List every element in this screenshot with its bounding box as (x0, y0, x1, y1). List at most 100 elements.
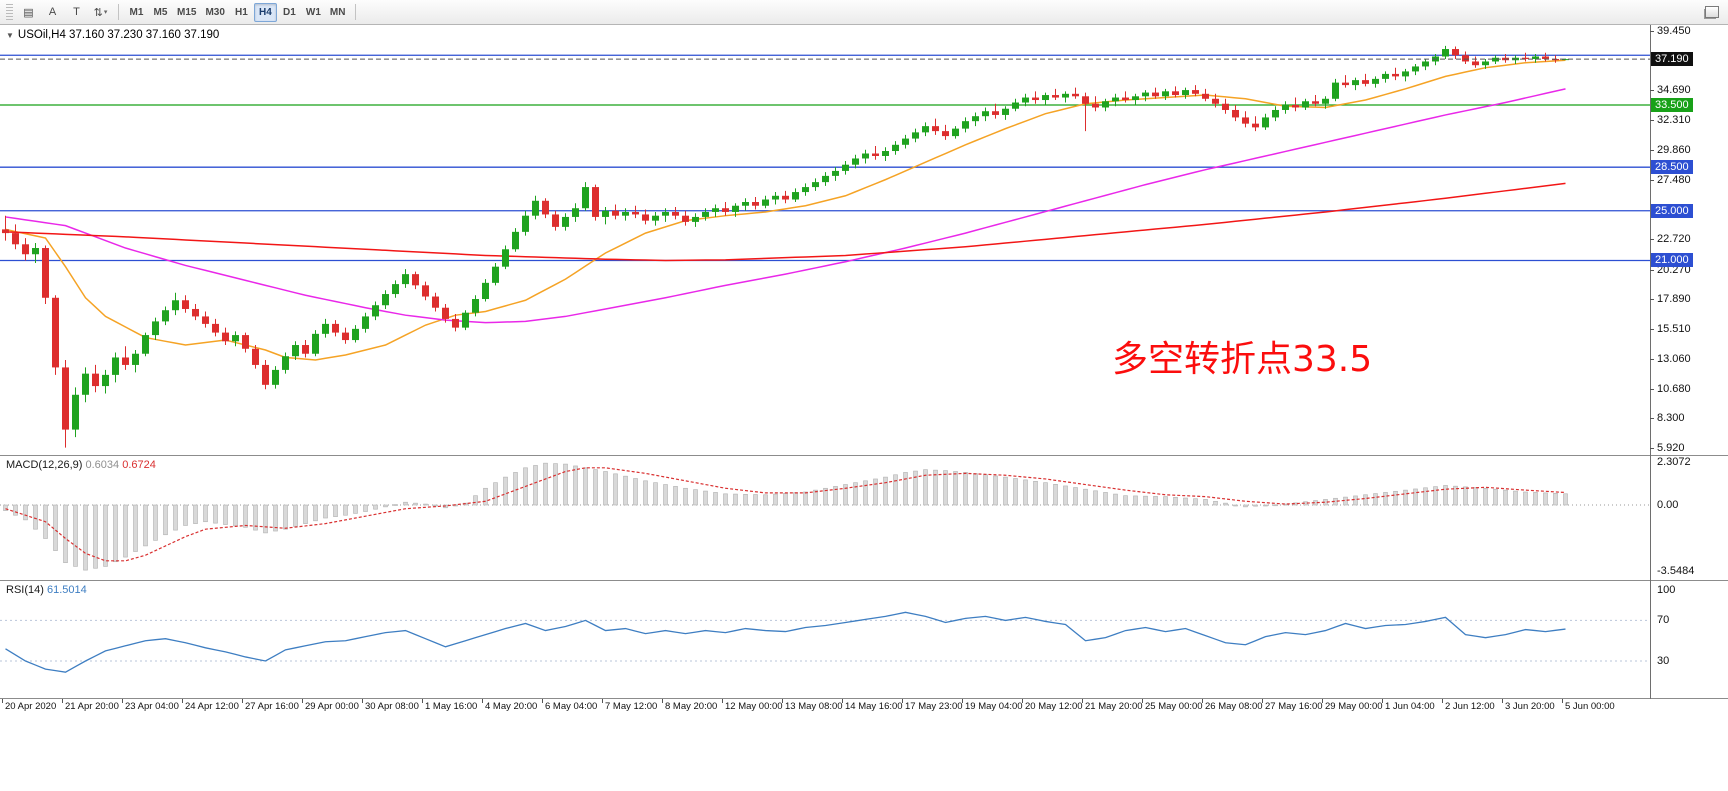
rsi-value: 61.5014 (46, 584, 87, 596)
time-axis-label: 3 Jun 20:00 (1505, 701, 1555, 712)
time-axis-tick (602, 699, 603, 703)
price-axis-label: 39.450 (1657, 25, 1691, 37)
macd-label: MACD(12,26,9) 0.6034 0.6724 (6, 459, 156, 471)
chart-dropdown-icon[interactable]: ▼ (6, 30, 14, 40)
time-axis-label: 6 May 04:00 (545, 701, 598, 712)
symbol-ohlc-label: ▼ USOil,H4 37.160 37.230 37.160 37.190 (6, 29, 219, 41)
time-axis-label: 1 Jun 04:00 (1385, 701, 1435, 712)
price-axis-label: 8.300 (1657, 412, 1685, 425)
macd-signal-line (5, 467, 1566, 562)
rsi-indicator-panel[interactable] (0, 581, 1650, 698)
time-axis-label: 29 May 00:00 (1325, 701, 1383, 712)
scale-arrows-icon[interactable]: ⇅ ▾ (93, 6, 108, 19)
macd-panel-divider[interactable] (0, 455, 1728, 456)
timeframe-button-w1[interactable]: W1 (305, 6, 321, 18)
time-axis-label: 13 May 08:00 (785, 701, 843, 712)
time-axis-label: 30 Apr 08:00 (365, 701, 419, 712)
time-axis-label: 2 Jun 12:00 (1445, 701, 1495, 712)
price-axis-tick (1650, 418, 1654, 420)
time-axis-tick (1442, 699, 1443, 703)
price-axis-label: 5.920 (1657, 442, 1685, 454)
price-level-badge: 25.000 (1651, 203, 1693, 218)
price-level-badge: 28.500 (1651, 160, 1693, 175)
timeframe-button-h1[interactable]: H1 (235, 6, 248, 18)
price-level-badge: 21.000 (1651, 253, 1693, 268)
price-level-badge: 33.500 (1651, 98, 1693, 112)
price-axis-tick (1650, 388, 1654, 390)
time-axis-label: 24 Apr 12:00 (185, 701, 239, 712)
rsi-axis-label: 70 (1657, 614, 1670, 627)
price-axis-tick (1650, 179, 1654, 181)
time-axis-label: 21 Apr 20:00 (65, 701, 119, 712)
timeframe-button-m1[interactable]: M1 (129, 6, 144, 18)
time-axis-label: 21 May 20:00 (1085, 701, 1143, 712)
main-price-chart[interactable] (0, 25, 1650, 455)
time-axis-tick (1322, 699, 1323, 703)
price-axis-tick (1650, 90, 1654, 92)
text-tool-icon[interactable]: T (73, 6, 80, 18)
time-axis-tick (1202, 699, 1203, 703)
ma-line-slow (5, 182, 1566, 262)
rsi-name: RSI(14) (6, 584, 44, 596)
timeframe-button-h4[interactable]: H4 (253, 2, 277, 22)
price-axis-tick (1650, 31, 1654, 32)
price-level-badge: 37.190 (1651, 52, 1693, 67)
timeframe-button-m15[interactable]: M15 (177, 6, 197, 18)
macd-axis-label: 0.00 (1657, 499, 1679, 511)
time-axis-label: 27 Apr 16:00 (245, 701, 299, 712)
rsi-axis-label: 100 (1657, 584, 1676, 596)
price-axis-separator (1650, 25, 1651, 699)
price-axis-label: 13.060 (1657, 353, 1691, 366)
toolbar-grip (6, 4, 13, 20)
horizontal-level-lines (0, 54, 1650, 262)
timeframe-button-m5[interactable]: M5 (153, 6, 168, 18)
time-axis-tick (2, 699, 3, 703)
time-axis-tick (302, 699, 303, 703)
macd-indicator-panel[interactable] (0, 456, 1650, 580)
toolbar-separator (118, 4, 119, 20)
price-axis-label: 22.720 (1657, 233, 1691, 246)
timeframe-button-mn[interactable]: MN (329, 6, 346, 18)
toolbar: ▤ A T ⇅ ▾ M1 M5 M15 M30 H1 H4 D1 W1 MN (0, 0, 1728, 25)
timeframe-button-d1[interactable]: D1 (283, 6, 296, 18)
chart-grid-icon[interactable]: ▤ (23, 6, 34, 19)
candlesticks (2, 45, 1569, 448)
time-axis-label: 7 May 12:00 (605, 701, 658, 712)
time-axis-label: 8 May 20:00 (665, 701, 718, 712)
price-axis-tick (1650, 119, 1654, 121)
macd-histogram (3, 462, 1568, 571)
time-axis-tick (662, 699, 663, 703)
time-axis-label: 4 May 20:00 (485, 701, 538, 712)
time-axis-tick (1082, 699, 1083, 703)
time-axis-tick (962, 699, 963, 703)
time-axis-label: 20 Apr 2020 (5, 701, 57, 712)
price-axis-tick (1650, 328, 1654, 330)
time-axis-label: 27 May 16:00 (1265, 701, 1323, 712)
rsi-panel-divider[interactable] (0, 580, 1728, 581)
price-axis-tick (1650, 299, 1654, 301)
time-axis-tick (422, 699, 423, 703)
price-axis-tick (1650, 269, 1654, 271)
time-axis-tick (122, 699, 123, 703)
price-axis-tick (1650, 150, 1654, 152)
ma-line-mid (5, 88, 1566, 324)
dock-window-icon[interactable] (1705, 6, 1719, 18)
timeframe-button-m30[interactable]: M30 (205, 6, 225, 18)
time-axis-tick (782, 699, 783, 703)
time-axis-tick (1022, 699, 1023, 703)
time-axis-tick (542, 699, 543, 703)
price-axis-label: 29.860 (1657, 144, 1691, 157)
macd-value-signal: 0.6724 (122, 459, 156, 471)
cursor-mode-icon[interactable]: A (48, 6, 57, 18)
time-axis-tick (1142, 699, 1143, 703)
price-axis-tick (1650, 359, 1654, 361)
macd-axis-label: -3.5484 (1657, 565, 1695, 577)
price-axis-label: 27.480 (1657, 173, 1691, 186)
price-axis-label: 10.680 (1657, 382, 1691, 395)
time-axis-tick (1562, 699, 1563, 703)
time-axis-tick (842, 699, 843, 703)
time-axis-label: 20 May 12:00 (1025, 701, 1083, 712)
price-axis-label: 17.890 (1657, 293, 1691, 306)
time-axis-label: 14 May 16:00 (845, 701, 903, 712)
time-axis-label: 25 May 00:00 (1145, 701, 1203, 712)
